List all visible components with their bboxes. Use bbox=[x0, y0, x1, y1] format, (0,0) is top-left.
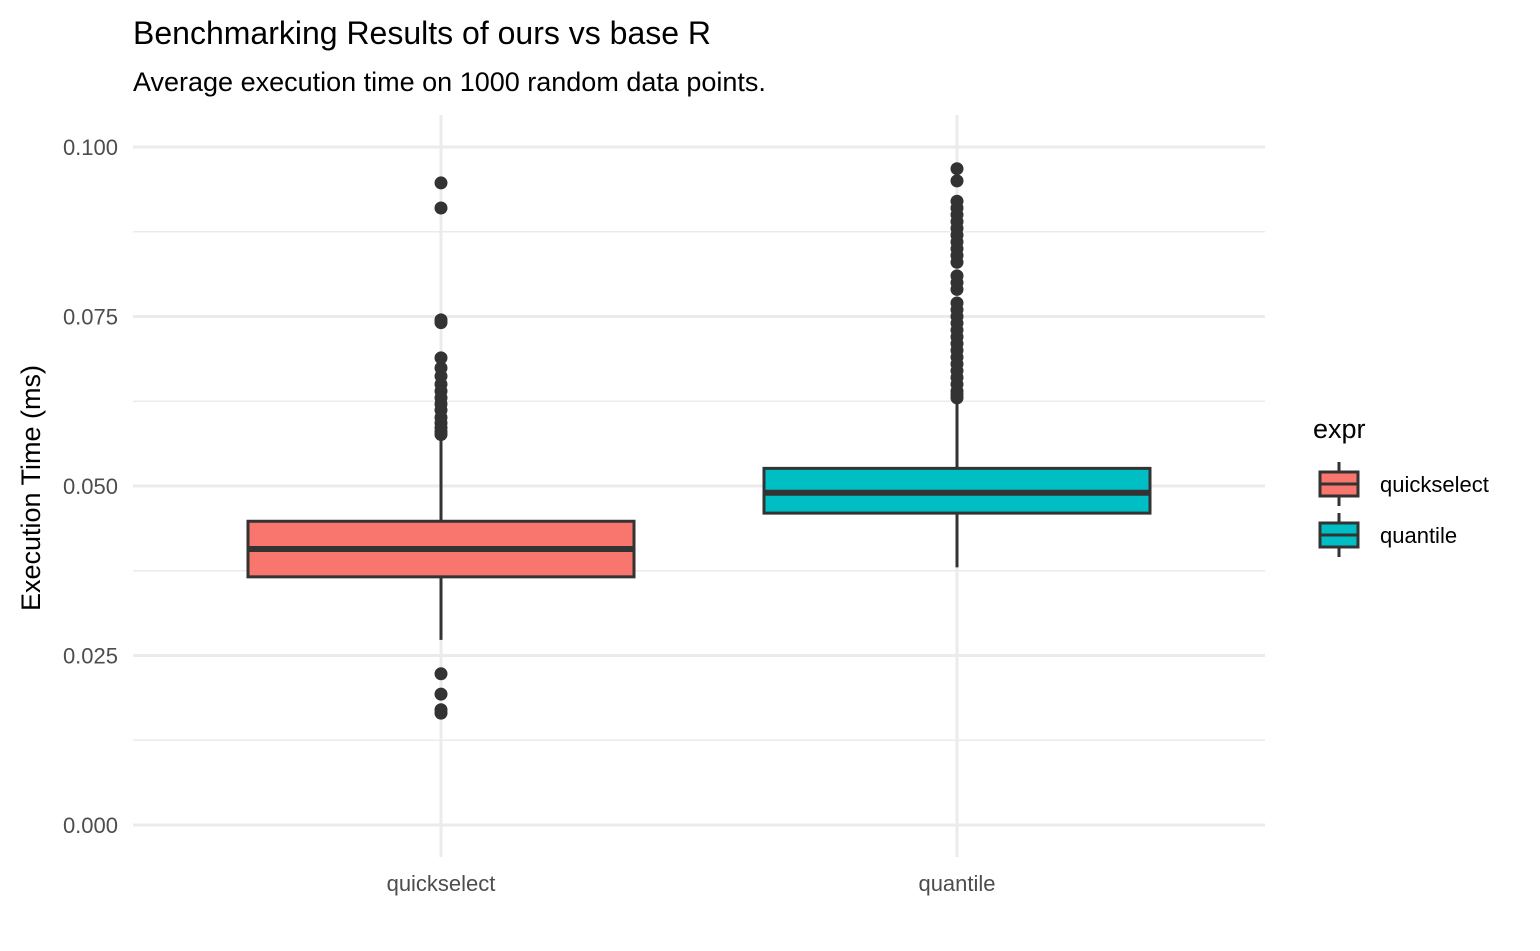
legend-title: expr bbox=[1313, 414, 1366, 444]
legend-entry-label: quantile bbox=[1380, 523, 1457, 548]
outlier-point bbox=[434, 427, 448, 441]
x-tick-label: quickselect bbox=[387, 871, 496, 896]
outlier-point bbox=[434, 667, 448, 681]
y-tick-label: 0.100 bbox=[63, 135, 118, 160]
box-quantile bbox=[762, 162, 1152, 568]
chart-title: Benchmarking Results of ours vs base R bbox=[133, 15, 711, 51]
outlier-point bbox=[950, 391, 964, 405]
y-tick-label: 0.025 bbox=[63, 644, 118, 669]
y-tick-label: 0.050 bbox=[63, 474, 118, 499]
outlier-point bbox=[950, 162, 964, 176]
outlier-point bbox=[434, 706, 448, 720]
outlier-point bbox=[950, 255, 964, 269]
legend-key-quickselect: quickselect bbox=[1318, 462, 1489, 506]
y-axis-tick-labels: 0.000 0.025 0.050 0.075 0.100 bbox=[63, 135, 118, 838]
legend: expr quickselect quantile bbox=[1313, 414, 1489, 557]
outlier-point bbox=[950, 174, 964, 188]
outlier-point bbox=[950, 282, 964, 296]
chart-subtitle: Average execution time on 1000 random da… bbox=[133, 67, 766, 97]
box-quickselect bbox=[246, 176, 636, 720]
outlier-point bbox=[434, 351, 448, 365]
outlier-point bbox=[434, 176, 448, 190]
legend-entry-label: quickselect bbox=[1380, 472, 1489, 497]
legend-key-quantile: quantile bbox=[1318, 513, 1457, 557]
x-axis-tick-labels: quickselect quantile bbox=[387, 871, 996, 896]
x-tick-label: quantile bbox=[918, 871, 995, 896]
outlier-point bbox=[434, 316, 448, 330]
y-tick-label: 0.075 bbox=[63, 305, 118, 330]
y-axis-title: Execution Time (ms) bbox=[16, 365, 46, 611]
y-tick-label: 0.000 bbox=[63, 813, 118, 838]
outlier-point bbox=[434, 201, 448, 215]
outlier-point bbox=[434, 687, 448, 701]
box-series bbox=[246, 162, 1152, 720]
